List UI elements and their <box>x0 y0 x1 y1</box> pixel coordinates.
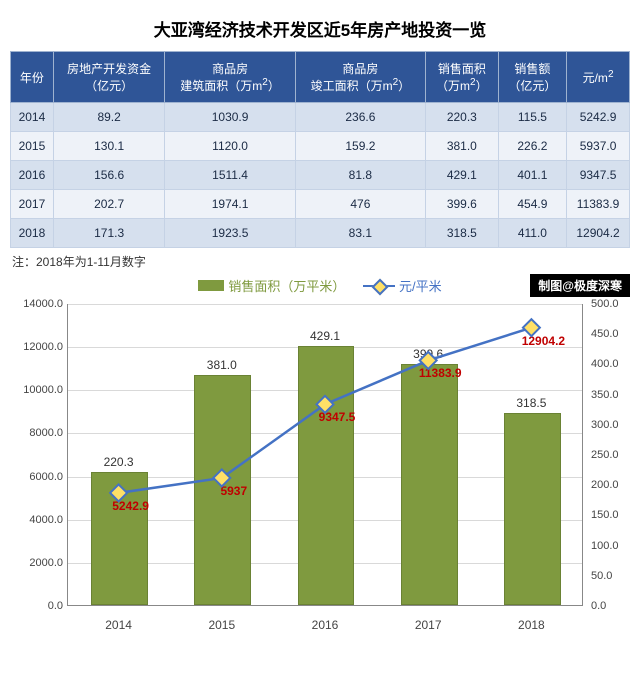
table-cell: 5242.9 <box>567 103 630 132</box>
table-cell: 159.2 <box>295 132 425 161</box>
y-left-tick: 10000.0 <box>11 384 63 396</box>
y-right-tick: 300.0 <box>587 419 629 431</box>
y-right-tick: 100.0 <box>587 540 629 552</box>
table-row: 2015130.11120.0159.2381.0226.25937.0 <box>11 132 630 161</box>
combo-chart: 0.0 2000.0 4000.0 6000.0 8000.0 10000.0 12000.… <box>11 296 629 646</box>
table-cell: 2017 <box>11 190 54 219</box>
line-value-label: 11383.9 <box>419 366 462 380</box>
legend-bar-label: 销售面积（万平米） <box>228 279 345 294</box>
legend-bar-swatch <box>198 280 224 291</box>
col-header: 房地产开发资金（亿元） <box>53 52 165 103</box>
line-value-label: 9347.5 <box>319 410 356 424</box>
table-row: 2017202.71974.1476399.6454.911383.9 <box>11 190 630 219</box>
y-left-tick: 2000.0 <box>11 557 63 569</box>
x-tick: 2016 <box>312 618 339 632</box>
legend-line-label: 元/平米 <box>399 279 442 294</box>
table-cell: 236.6 <box>295 103 425 132</box>
y-right-tick: 500.0 <box>587 298 629 310</box>
x-tick: 2017 <box>415 618 442 632</box>
bar <box>504 413 561 605</box>
table-cell: 220.3 <box>426 103 499 132</box>
line-value-label: 5937 <box>220 484 247 498</box>
table-cell: 2016 <box>11 161 54 190</box>
y-right-tick: 250.0 <box>587 449 629 461</box>
table-cell: 12904.2 <box>567 219 630 248</box>
col-header: 商品房竣工面积（万m2） <box>295 52 425 103</box>
table-cell: 9347.5 <box>567 161 630 190</box>
table-cell: 202.7 <box>53 190 165 219</box>
table-cell: 1923.5 <box>165 219 295 248</box>
y-right-tick: 350.0 <box>587 389 629 401</box>
y-right-tick: 0.0 <box>587 600 629 612</box>
table-cell: 1511.4 <box>165 161 295 190</box>
y-right-tick: 400.0 <box>587 358 629 370</box>
table-cell: 81.8 <box>295 161 425 190</box>
container: 大亚湾经济技术开发区近5年房产地投资一览 年份房地产开发资金（亿元）商品房建筑面… <box>0 0 640 662</box>
col-header: 商品房建筑面积（万m2） <box>165 52 295 103</box>
table-cell: 399.6 <box>426 190 499 219</box>
y-right-tick: 50.0 <box>587 570 629 582</box>
table-cell: 401.1 <box>498 161 566 190</box>
y-left-tick: 8000.0 <box>11 427 63 439</box>
legend-line-swatch <box>363 280 395 292</box>
y-right-tick: 150.0 <box>587 509 629 521</box>
y-left-tick: 0.0 <box>11 600 63 612</box>
table-cell: 130.1 <box>53 132 165 161</box>
data-table: 年份房地产开发资金（亿元）商品房建筑面积（万m2）商品房竣工面积（万m2）销售面… <box>10 51 630 248</box>
bar <box>91 472 148 605</box>
page-title: 大亚湾经济技术开发区近5年房产地投资一览 <box>10 8 630 51</box>
table-cell: 454.9 <box>498 190 566 219</box>
table-cell: 2018 <box>11 219 54 248</box>
y-left-tick: 14000.0 <box>11 298 63 310</box>
table-row: 2016156.61511.481.8429.1401.19347.5 <box>11 161 630 190</box>
plot-area <box>67 304 583 606</box>
y-left-tick: 6000.0 <box>11 471 63 483</box>
bar-value-label: 399.6 <box>413 347 443 361</box>
col-header: 年份 <box>11 52 54 103</box>
credit-row: 销售面积（万平米） 元/平米 制图@极度深寒 <box>10 274 630 296</box>
table-cell: 381.0 <box>426 132 499 161</box>
table-cell: 318.5 <box>426 219 499 248</box>
table-footnote: 注：2018年为1-11月数字 <box>10 248 630 272</box>
col-header: 销售面积（万m2） <box>426 52 499 103</box>
bar-value-label: 381.0 <box>207 358 237 372</box>
bar <box>298 346 355 605</box>
table-cell: 156.6 <box>53 161 165 190</box>
line-value-label: 5242.9 <box>112 499 149 513</box>
x-tick: 2015 <box>208 618 235 632</box>
table-cell: 476 <box>295 190 425 219</box>
table-cell: 83.1 <box>295 219 425 248</box>
table-row: 2018171.31923.583.1318.5411.012904.2 <box>11 219 630 248</box>
x-tick: 2014 <box>105 618 132 632</box>
table-cell: 1974.1 <box>165 190 295 219</box>
table-cell: 2015 <box>11 132 54 161</box>
col-header: 销售额（亿元） <box>498 52 566 103</box>
table-cell: 429.1 <box>426 161 499 190</box>
table-cell: 11383.9 <box>567 190 630 219</box>
table-cell: 2014 <box>11 103 54 132</box>
bar-value-label: 220.3 <box>104 455 134 469</box>
y-left-tick: 4000.0 <box>11 514 63 526</box>
table-cell: 1120.0 <box>165 132 295 161</box>
table-cell: 89.2 <box>53 103 165 132</box>
table-cell: 115.5 <box>498 103 566 132</box>
y-right-tick: 450.0 <box>587 328 629 340</box>
table-cell: 226.2 <box>498 132 566 161</box>
bar-value-label: 429.1 <box>310 329 340 343</box>
col-header: 元/m2 <box>567 52 630 103</box>
table-cell: 5937.0 <box>567 132 630 161</box>
bar-value-label: 318.5 <box>516 396 546 410</box>
y-right-tick: 200.0 <box>587 479 629 491</box>
table-cell: 411.0 <box>498 219 566 248</box>
table-cell: 171.3 <box>53 219 165 248</box>
table-cell: 1030.9 <box>165 103 295 132</box>
line-value-label: 12904.2 <box>522 334 565 348</box>
x-tick: 2018 <box>518 618 545 632</box>
y-left-tick: 12000.0 <box>11 341 63 353</box>
credit-badge: 制图@极度深寒 <box>530 274 630 297</box>
bar <box>401 364 458 605</box>
table-row: 201489.21030.9236.6220.3115.55242.9 <box>11 103 630 132</box>
